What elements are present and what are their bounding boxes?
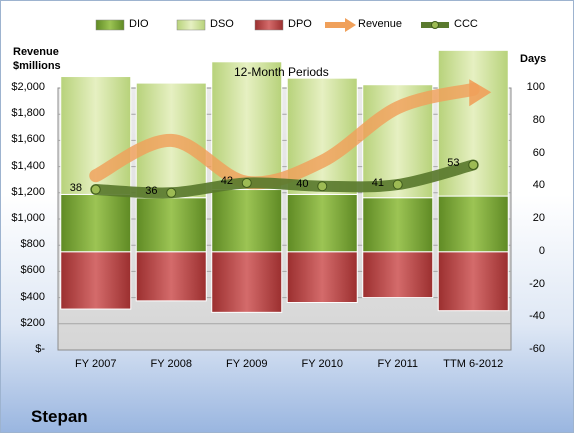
dpo-bar (60, 251, 132, 310)
ccc-marker (90, 184, 101, 195)
ccc-marker (392, 179, 403, 190)
ccc-data-label: 38 (69, 181, 82, 194)
right-tick-label: -40 (529, 310, 545, 323)
ccc-data-label: 41 (371, 176, 384, 189)
category-label: TTM 6-2012 (443, 358, 504, 370)
ccc-data-label: 42 (220, 174, 233, 187)
right-axis-title: Days (520, 53, 547, 65)
left-tick-label: $800 (20, 238, 45, 251)
left-tick-label: $600 (20, 264, 45, 277)
dpo-bar (135, 251, 207, 302)
legend-dso-swatch (176, 19, 206, 31)
left-tick-label: $2,000 (11, 81, 45, 93)
left-tick-label: $200 (20, 316, 45, 329)
right-tick-label: -20 (529, 277, 545, 290)
left-tick-label: $1,200 (11, 185, 45, 198)
ccc-marker (241, 177, 252, 188)
dio-bar (211, 189, 283, 253)
dio-bar (286, 193, 358, 253)
dpo-bar (286, 251, 358, 304)
left-axis-title: Revenue $millions (13, 45, 61, 73)
ccc-marker (468, 159, 479, 170)
legend-ccc-marker (431, 21, 439, 29)
legend-revenue-label: Revenue (358, 18, 403, 30)
ccc-data-label: 53 (447, 156, 460, 169)
left-tick-label: $- (35, 343, 45, 355)
left-tick-label: $400 (20, 290, 45, 303)
ccc-data-label: 36 (145, 184, 158, 197)
right-tick-label: -60 (529, 343, 545, 355)
category-label: FY 2009 (226, 358, 268, 370)
left-tick-label: $1,800 (11, 107, 45, 120)
legend-dso-label: DSO (210, 18, 234, 30)
legend-ccc-label: CCC (454, 18, 478, 30)
left-axis-title-line2: $millions (13, 60, 61, 72)
category-label: FY 2010 (301, 358, 343, 370)
right-tick-label: 60 (532, 146, 545, 159)
dio-bar (362, 197, 434, 253)
legend-dio-swatch (95, 19, 125, 31)
category-label: FY 2008 (150, 358, 192, 370)
ccc-line (90, 159, 479, 199)
ccc-marker (317, 181, 328, 192)
dio-bar (437, 195, 509, 253)
left-tick-label: $1,400 (11, 159, 45, 172)
category-label: FY 2011 (377, 358, 419, 370)
revenue-arrowhead (469, 79, 492, 107)
company-name: Stepan (31, 407, 88, 426)
dio-bar (60, 193, 132, 253)
right-tick-label: 100 (526, 81, 545, 93)
right-tick-label: 20 (532, 212, 545, 224)
legend-dio-label: DIO (129, 18, 149, 30)
dpo-bar (211, 251, 283, 313)
legend-revenue-arrowhead (345, 18, 356, 32)
dpo-bar (362, 251, 434, 299)
right-tick-label: 40 (532, 179, 545, 192)
chart-title: 12-Month Periods (234, 65, 329, 79)
category-label: FY 2007 (75, 358, 117, 370)
ccc-marker (166, 187, 177, 198)
left-axis-title-line1: Revenue (13, 46, 59, 58)
left-tick-label: $1,600 (11, 133, 45, 146)
right-tick-label: 0 (538, 244, 545, 257)
right-tick-label: 80 (532, 113, 545, 126)
dio-bar (135, 197, 207, 253)
ccc-data-label: 40 (296, 178, 309, 191)
left-tick-label: $1,000 (11, 212, 45, 224)
legend-dpo-swatch (254, 19, 284, 31)
dpo-bar (437, 251, 509, 312)
legend-dpo-label: DPO (288, 18, 312, 30)
